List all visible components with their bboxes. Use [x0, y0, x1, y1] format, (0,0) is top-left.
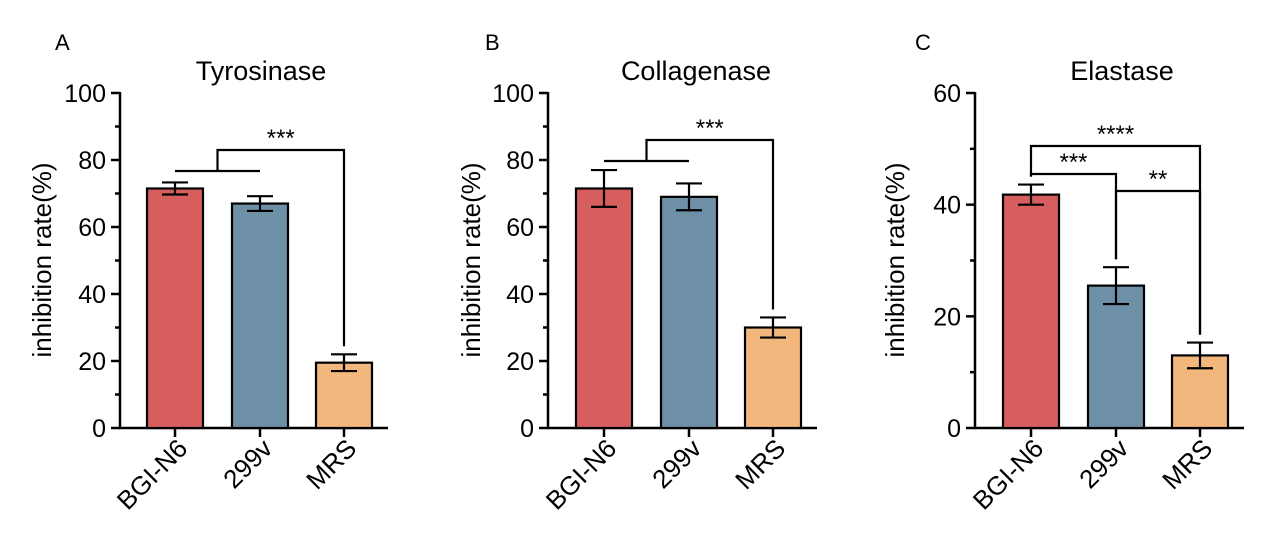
y-tick-label: 40 [78, 281, 106, 309]
panel-collagenase: B Collagenase inhibition rate(%) 0 20 40 60… [456, 30, 817, 516]
bar-mrs [743, 326, 803, 430]
x-tick-label-bgi-n6: BGI-N6 [111, 433, 194, 516]
y-tick-label: 40 [506, 281, 534, 309]
y-tick-label: 60 [933, 80, 961, 108]
y-tick-label: 40 [933, 192, 961, 220]
y-tick-label: 0 [947, 415, 961, 443]
y-tick-label: 60 [506, 214, 534, 242]
error-bar-mrs [331, 353, 357, 373]
significance-bracket: ** [1114, 166, 1202, 335]
x-tick-label-299v: 299v [646, 433, 707, 494]
bar-299v [659, 195, 719, 430]
significance-label: ** [1149, 166, 1168, 193]
y-tick-label: 20 [78, 348, 106, 376]
chart-title-tyrosinase: Tyrosinase [196, 56, 327, 86]
significance-bracket: *** [175, 125, 346, 347]
significance-label: *** [1059, 149, 1087, 176]
y-tick-label: 20 [933, 303, 961, 331]
significance-label: *** [267, 125, 295, 152]
y-tick-label: 80 [78, 147, 106, 175]
y-tick-label: 100 [492, 80, 534, 108]
bar-bgi-n6 [574, 187, 634, 430]
panel-tyrosinase: A Tyrosinase inhibition rate(%) 0 20 40 60 8… [27, 30, 388, 516]
panel-letter-a: A [55, 30, 70, 55]
error-bar-bgi-n6 [1018, 183, 1044, 206]
y-axis-label: inhibition rate(%) [27, 162, 57, 357]
error-bar-mrs [1187, 341, 1213, 370]
panel-elastase: C Elastase inhibition rate(%) 0 20 40 60 BGI… [880, 30, 1244, 516]
y-tick-label: 0 [520, 415, 534, 443]
x-tick-label-mrs: MRS [1156, 433, 1218, 495]
error-bar-mrs [760, 316, 786, 339]
error-bar-bgi-n6 [162, 181, 188, 196]
y-axis-label: inhibition rate(%) [880, 162, 910, 357]
y-tick-label: 60 [78, 214, 106, 242]
bar-299v [230, 202, 290, 430]
bar-mrs [314, 361, 374, 430]
chart-title-collagenase: Collagenase [621, 56, 771, 86]
error-bar-299v [247, 195, 273, 213]
bar-bgi-n6 [145, 187, 205, 430]
y-axis-label: inhibition rate(%) [456, 162, 486, 357]
significance-label: *** [696, 115, 724, 142]
significance-bracket: *** [604, 115, 775, 310]
plot-area-tyrosinase: 0 20 40 60 80 100 BGI-N6 299v MRS *** [64, 80, 388, 516]
y-tick-label: 80 [506, 147, 534, 175]
x-tick-label-bgi-n6: BGI-N6 [540, 433, 623, 516]
x-tick-label-299v: 299v [217, 433, 278, 494]
y-tick-label: 0 [92, 415, 106, 443]
x-tick-label-bgi-n6: BGI-N6 [967, 433, 1050, 516]
bar-bgi-n6 [1001, 193, 1061, 430]
panel-letter-c: C [915, 30, 931, 55]
significance-label: **** [1097, 121, 1134, 148]
bar-299v [1086, 284, 1146, 430]
error-bar-bgi-n6 [591, 168, 617, 208]
error-bar-299v [1103, 266, 1129, 306]
x-tick-label-mrs: MRS [729, 433, 791, 495]
y-tick-label: 100 [64, 80, 106, 108]
x-tick-label-mrs: MRS [300, 433, 362, 495]
x-tick-label-299v: 299v [1073, 433, 1134, 494]
error-bar-299v [676, 182, 702, 212]
panel-letter-b: B [485, 30, 500, 55]
chart-title-elastase: Elastase [1070, 56, 1174, 86]
y-tick-label: 20 [506, 348, 534, 376]
plot-area-collagenase: 0 20 40 60 80 100 BGI-N6 299v MRS *** [492, 80, 817, 516]
